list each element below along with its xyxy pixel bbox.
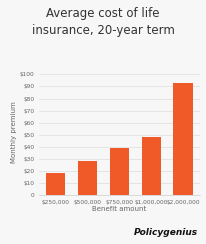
Bar	[46, 173, 66, 195]
Bar	[142, 137, 161, 195]
Bar	[110, 148, 129, 195]
Text: Average cost of life
insurance, 20-year term: Average cost of life insurance, 20-year …	[32, 7, 174, 37]
Y-axis label: Monthly premium: Monthly premium	[11, 101, 17, 163]
Bar	[173, 83, 193, 195]
Text: Policygenius: Policygenius	[134, 228, 198, 237]
X-axis label: Benefit amount: Benefit amount	[92, 206, 147, 213]
Bar	[78, 161, 97, 195]
